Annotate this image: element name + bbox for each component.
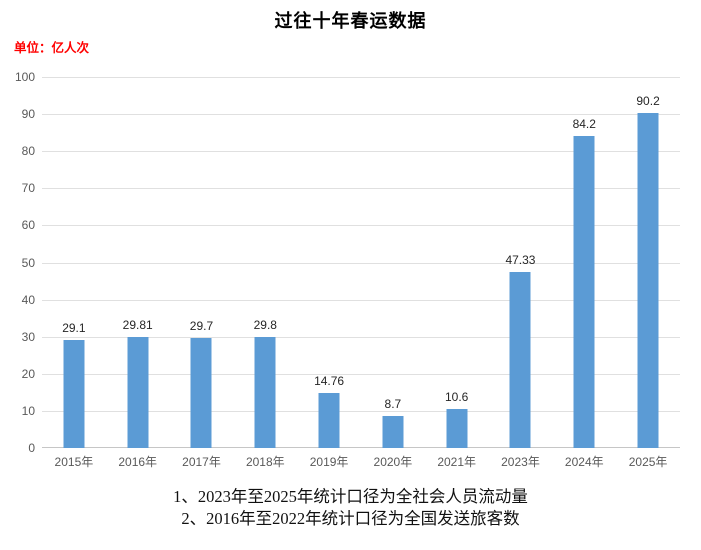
bar-column-2019年: 14.76 [297,77,361,448]
y-tick-label-80: 80 [21,144,35,159]
y-tick-label-50: 50 [21,255,35,270]
gridline-20 [42,373,680,375]
data-label-2019年: 14.76 [314,374,345,389]
y-tick-label-0: 0 [28,441,35,455]
bar-2020年 [382,415,404,448]
gridline-70 [42,188,680,190]
bar-column-2015年: 29.1 [42,77,106,448]
data-label-2017年: 29.7 [189,318,214,333]
bar-2016年 [127,337,149,448]
gridline-50 [42,262,680,264]
x-tick-label-2016年: 2016年 [118,455,158,469]
bar-2023年 [509,272,531,448]
gridline-10 [42,410,680,412]
unit-label: 单位：亿人次 [14,41,90,55]
bar-column-2016年: 29.81 [106,77,170,448]
data-label-2018年: 29.8 [253,318,277,333]
bar-2017年 [190,337,212,448]
data-label-2025年: 90.2 [636,94,660,109]
y-axis-labels: 0 10 20 30 40 50 60 70 80 90 100 [0,70,35,455]
gridline-90 [42,114,680,116]
y-tick-label-100: 100 [14,70,35,84]
x-tick-label-2015年: 2015年 [54,455,94,469]
data-label-2023年: 47.33 [505,253,536,268]
bar-2018年 [254,337,276,448]
bar-2021年 [446,408,468,448]
footnote-line-2: 2、2016年至2022年统计口径为全国发送旅客数 [181,509,520,528]
y-tick-label-90: 90 [21,107,35,122]
bar-column-2021年: 10.6 [425,77,489,448]
bar-2024年 [573,135,595,448]
bar-column-2025年: 90.2 [616,77,680,448]
x-tick-label-2024年: 2024年 [564,455,604,469]
bar-column-2023年: 47.33 [489,77,553,448]
gridline-100 [42,77,680,78]
bar-column-2024年: 84.2 [552,77,616,448]
gridline-40 [42,299,680,301]
y-tick-label-20: 20 [21,366,35,381]
footnotes: 1、2023年至2025年统计口径为全社会人员流动量 2、2016年至2022年… [0,486,701,530]
x-tick-label-2017年: 2017年 [182,455,221,469]
x-axis-labels: 2015年 2016年 2017年 2018年 2019年 2020年 2021年 2023年… [42,453,680,470]
x-tick-label-2021年: 2021年 [437,455,477,469]
data-label-2024年: 84.2 [572,116,596,131]
x-axis-line [42,447,680,448]
x-tick-label-2018年: 2018年 [245,455,285,469]
bar-column-2020年: 8.7 [361,77,425,448]
data-label-2016年: 29.81 [122,318,153,333]
chart-title: 过往十年春运数据 [274,11,427,31]
y-tick-label-10: 10 [21,403,35,418]
data-label-2015年: 29.1 [62,321,86,336]
bar-column-2017年: 29.7 [170,77,234,448]
gridline-80 [42,151,680,153]
y-tick-label-60: 60 [21,218,35,233]
gridline-60 [42,225,680,227]
y-tick-label-30: 30 [21,329,35,344]
plot-area: 29.1 29.81 29.7 29.8 14.76 8.7 10.6 47.33 84.2 90… [42,77,680,448]
gridline-30 [42,336,680,338]
bar-column-2018年: 29.8 [233,77,297,448]
x-tick-label-2020年: 2020年 [373,455,413,469]
footnote-line-1: 1、2023年至2025年统计口径为全社会人员流动量 [173,487,528,506]
x-tick-label-2025年: 2025年 [628,455,668,469]
bar-2019年 [318,393,340,448]
data-label-2020年: 8.7 [384,396,402,411]
y-tick-label-40: 40 [21,292,35,307]
y-tick-label-70: 70 [21,181,35,196]
bar-2025年 [637,113,659,448]
data-label-2021年: 10.6 [444,389,469,404]
x-tick-label-2023年: 2023年 [501,455,540,469]
bar-2015年 [63,340,85,448]
x-tick-label-2019年: 2019年 [309,455,349,469]
